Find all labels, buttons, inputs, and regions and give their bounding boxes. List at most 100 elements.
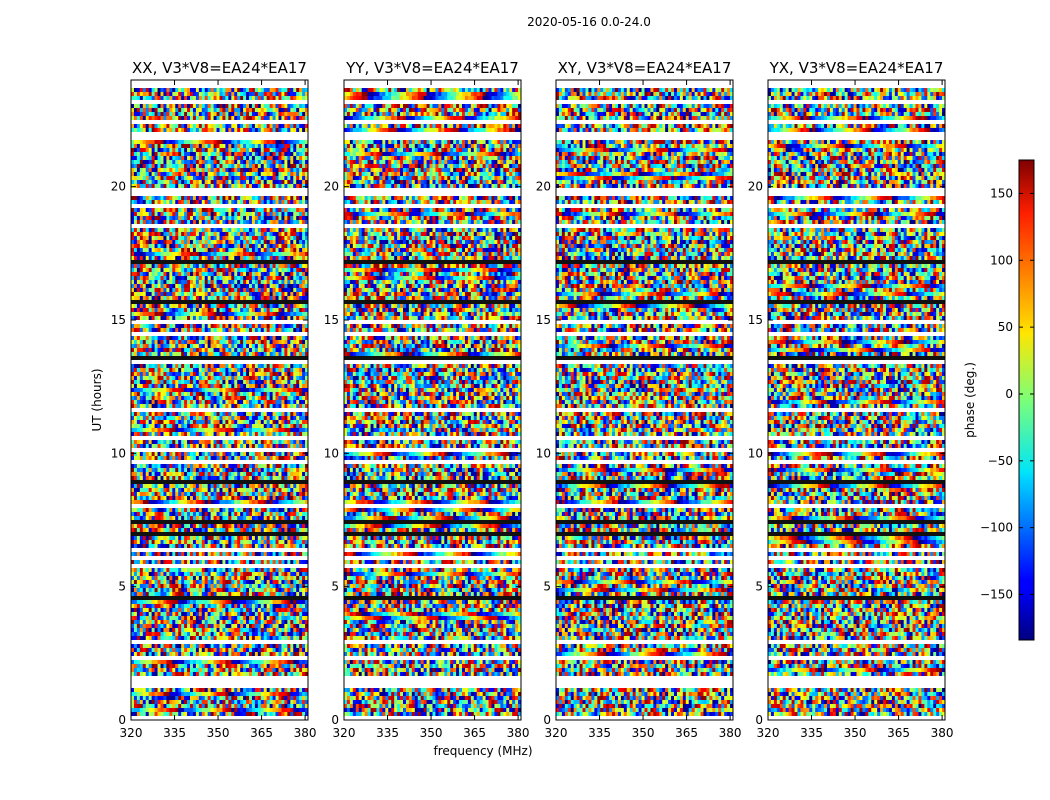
heatmap-cell — [175, 396, 179, 401]
heatmap-cell — [278, 280, 282, 285]
heatmap-cell — [181, 152, 185, 157]
heatmap-cell — [219, 296, 223, 301]
heatmap-cell — [243, 296, 247, 301]
heatmap-cell — [234, 212, 238, 217]
heatmap-cell — [172, 388, 176, 393]
heatmap-cell — [275, 196, 279, 201]
heatmap-cell — [234, 464, 238, 469]
heatmap-cell — [284, 492, 288, 497]
heatmap-cell — [296, 240, 300, 245]
heatmap-cell — [275, 228, 279, 233]
heatmap-cell — [151, 280, 155, 285]
heatmap-cell — [139, 376, 144, 381]
heatmap-cell — [131, 392, 135, 397]
heatmap-cell — [210, 400, 214, 405]
heatmap-cell — [151, 472, 155, 477]
heatmap-cell — [249, 156, 253, 161]
heatmap-cell — [299, 240, 303, 245]
heatmap-cell — [154, 104, 158, 109]
heatmap-cell — [269, 380, 273, 385]
heatmap-cell — [254, 200, 259, 205]
heatmap-cell — [154, 232, 158, 237]
heatmap-cell — [237, 88, 241, 93]
heatmap-cell — [131, 148, 135, 153]
heatmap-cell — [216, 256, 220, 261]
heatmap-cell — [151, 208, 155, 213]
heatmap-cell — [195, 488, 200, 493]
heatmap-cell — [178, 396, 182, 401]
heatmap-cell — [257, 160, 262, 165]
heatmap-cell — [246, 304, 250, 309]
heatmap-cell — [287, 420, 291, 425]
heatmap-cell — [169, 128, 173, 133]
heatmap-cell — [145, 404, 150, 409]
heatmap-cell — [131, 376, 135, 381]
heatmap-cell — [257, 148, 262, 153]
heatmap-cell — [163, 252, 167, 257]
heatmap-cell — [249, 124, 253, 129]
heatmap-cell — [195, 288, 200, 293]
heatmap-cell — [213, 388, 217, 393]
heatmap-cell — [260, 164, 265, 169]
heatmap-cell — [269, 280, 273, 285]
heatmap-cell — [169, 464, 173, 469]
heatmap-cell — [131, 168, 135, 173]
heatmap-cell — [251, 180, 256, 185]
heatmap-cell — [228, 172, 232, 177]
heatmap-cell — [293, 444, 297, 449]
heatmap-cell — [187, 404, 191, 409]
heatmap-cell — [275, 368, 279, 373]
heatmap-cell — [302, 468, 306, 473]
heatmap-cell — [293, 432, 297, 437]
heatmap-cell — [169, 200, 173, 205]
heatmap-cell — [237, 428, 241, 433]
heatmap-cell — [269, 208, 273, 213]
heatmap-cell — [231, 292, 235, 297]
heatmap-cell — [139, 156, 144, 161]
heatmap-cell — [290, 144, 294, 149]
heatmap-cell — [157, 272, 161, 277]
heatmap-cell — [181, 456, 185, 461]
heatmap-cell — [131, 104, 135, 109]
heatmap-cell — [260, 148, 265, 153]
heatmap-cell — [184, 396, 188, 401]
heatmap-cell — [290, 304, 294, 309]
heatmap-cell — [157, 232, 161, 237]
heatmap-cell — [269, 388, 273, 393]
heatmap-cell — [296, 328, 300, 333]
heatmap-cell — [237, 344, 241, 349]
heatmap-cell — [290, 484, 294, 489]
heatmap-cell — [305, 112, 309, 117]
heatmap-cell — [254, 152, 259, 157]
heatmap-cell — [210, 336, 214, 341]
heatmap-cell — [178, 92, 182, 97]
heatmap-cell — [172, 180, 176, 185]
heatmap-cell — [154, 92, 158, 97]
heatmap-cell — [296, 324, 300, 329]
heatmap-cell — [287, 392, 291, 397]
heatmap-cell — [266, 104, 271, 109]
heatmap-cell — [290, 368, 294, 373]
heatmap-cell — [278, 88, 282, 93]
heatmap-cell — [290, 160, 294, 165]
heatmap-cell — [145, 264, 150, 269]
heatmap-cell — [254, 216, 259, 221]
heatmap-cell — [243, 364, 247, 369]
heatmap-cell — [249, 484, 253, 489]
heatmap-cell — [254, 212, 259, 217]
heatmap-cell — [142, 244, 147, 249]
heatmap-cell — [216, 252, 220, 257]
heatmap-cell — [237, 304, 241, 309]
heatmap-cell — [278, 424, 282, 429]
heatmap-cell — [166, 244, 170, 249]
heatmap-cell — [187, 384, 191, 389]
heatmap-cell — [216, 384, 220, 389]
heatmap-cell — [148, 256, 153, 261]
heatmap-cell — [234, 340, 238, 345]
heatmap-cell — [269, 364, 273, 369]
heatmap-cell — [184, 348, 188, 353]
heatmap-cell — [166, 412, 170, 417]
heatmap-cell — [299, 124, 303, 129]
heatmap-cell — [281, 472, 285, 477]
heatmap-cell — [160, 148, 164, 153]
